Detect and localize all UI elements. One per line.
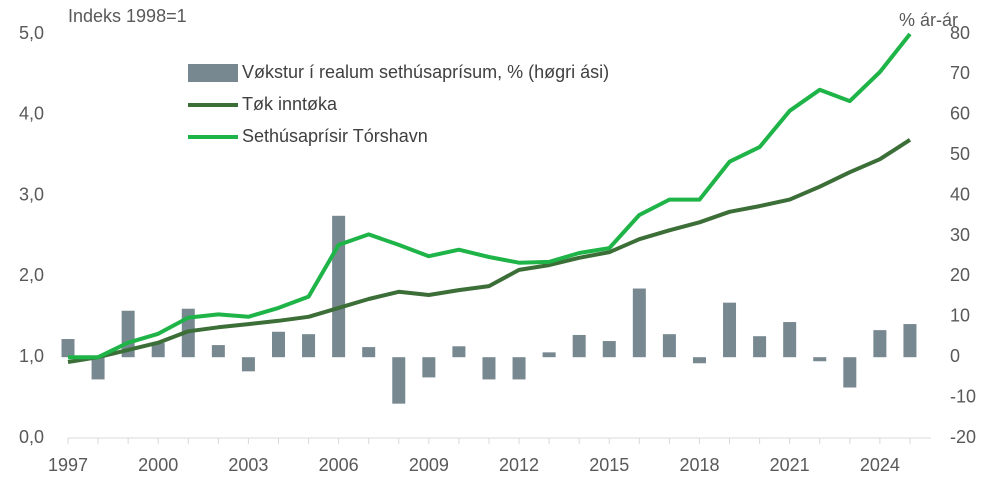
bar (843, 357, 857, 388)
x-tick-label: 2024 (860, 455, 900, 475)
y-tick-label: 5,0 (19, 23, 44, 43)
x-tick-label: 2021 (770, 455, 810, 475)
y2-tick-label: 80 (950, 23, 970, 43)
y-tick-label: 1,0 (19, 346, 44, 366)
bar (422, 357, 436, 378)
bar (91, 357, 105, 380)
bar (362, 347, 376, 358)
legend-label: Tøk inntøka (242, 94, 338, 114)
legend-label: Vøkstur í realum sethúsaprísum, % (høgri… (242, 62, 609, 82)
bar (332, 215, 346, 358)
bar (512, 357, 526, 380)
y-tick-label: 0,0 (19, 427, 44, 447)
left-axis-label: Indeks 1998=1 (68, 6, 187, 26)
bar (241, 357, 255, 372)
bar (61, 339, 75, 358)
y2-tick-label: 10 (950, 306, 970, 326)
bar (211, 345, 225, 358)
y2-tick-label: 40 (950, 184, 970, 204)
legend-swatch (188, 64, 238, 82)
y-tick-label: 3,0 (19, 184, 44, 204)
x-tick-label: 2018 (679, 455, 719, 475)
legend-label: Sethúsaprísir Tórshavn (242, 126, 428, 146)
right-axis-label: % ár-ár (899, 10, 958, 30)
y-tick-label: 4,0 (19, 104, 44, 124)
y2-tick-label: 60 (950, 104, 970, 124)
bar (813, 357, 827, 362)
x-tick-label: 1997 (48, 455, 88, 475)
bar (302, 334, 316, 358)
bar (271, 331, 285, 358)
y2-tick-label: 50 (950, 144, 970, 164)
bar (873, 330, 887, 358)
y-tick-label: 2,0 (19, 265, 44, 285)
x-tick-label: 2009 (409, 455, 449, 475)
x-tick-label: 2000 (138, 455, 178, 475)
line (68, 32, 912, 360)
x-tick-label: 2012 (499, 455, 539, 475)
y2-tick-label: -20 (950, 427, 976, 447)
y2-tick-label: 20 (950, 265, 970, 285)
bar (452, 346, 466, 358)
bar (903, 324, 917, 358)
bar (482, 357, 496, 380)
line (67, 138, 912, 364)
bar (692, 357, 706, 364)
bar (542, 352, 556, 358)
bar (723, 302, 737, 358)
x-tick-label: 2006 (319, 455, 359, 475)
bar (753, 336, 767, 358)
bar (602, 341, 616, 358)
bar (662, 334, 676, 358)
x-tick-label: 2015 (589, 455, 629, 475)
y2-tick-label: -10 (950, 386, 976, 406)
bar (632, 288, 646, 358)
bar (572, 334, 586, 358)
x-tick-label: 2003 (228, 455, 268, 475)
y2-tick-label: 0 (950, 346, 960, 366)
bar (392, 357, 406, 404)
y2-tick-label: 30 (950, 225, 970, 245)
bar (151, 343, 165, 358)
bar (783, 322, 797, 358)
y2-tick-label: 70 (950, 63, 970, 83)
